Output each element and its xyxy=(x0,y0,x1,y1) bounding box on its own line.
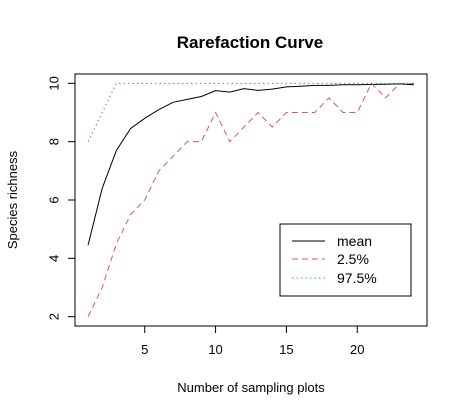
y-axis-title: Species richness xyxy=(5,150,20,249)
legend-box xyxy=(279,223,412,297)
x-tick-label-5: 5 xyxy=(141,342,148,357)
y-tick-label-2: 2 xyxy=(47,313,62,320)
series-line-2 xyxy=(87,82,414,142)
x-tick-label-15: 15 xyxy=(279,342,293,357)
x-tick-label-20: 20 xyxy=(350,342,364,357)
plot-frame xyxy=(74,73,428,327)
y-axis: 2 4 6 8 10 xyxy=(47,76,76,320)
y-tick-label-10: 10 xyxy=(47,76,62,90)
series-line-0 xyxy=(87,83,414,246)
series-layer xyxy=(87,82,414,317)
legend: mean 2.5% 97.5% xyxy=(279,223,412,297)
y-tick-label-8: 8 xyxy=(47,138,62,145)
legend-label-1: 2.5% xyxy=(337,251,369,267)
legend-label-2: 97.5% xyxy=(337,270,377,286)
chart-title: Rarefaction Curve xyxy=(177,33,323,52)
x-axis-title: Number of sampling plots xyxy=(177,380,325,395)
x-axis: 5 10 15 20 xyxy=(141,325,365,357)
y-tick-label-4: 4 xyxy=(47,255,62,262)
series-line-1 xyxy=(87,82,414,317)
y-tick-label-6: 6 xyxy=(47,196,62,203)
legend-label-0: mean xyxy=(337,233,372,249)
x-tick-label-10: 10 xyxy=(208,342,222,357)
